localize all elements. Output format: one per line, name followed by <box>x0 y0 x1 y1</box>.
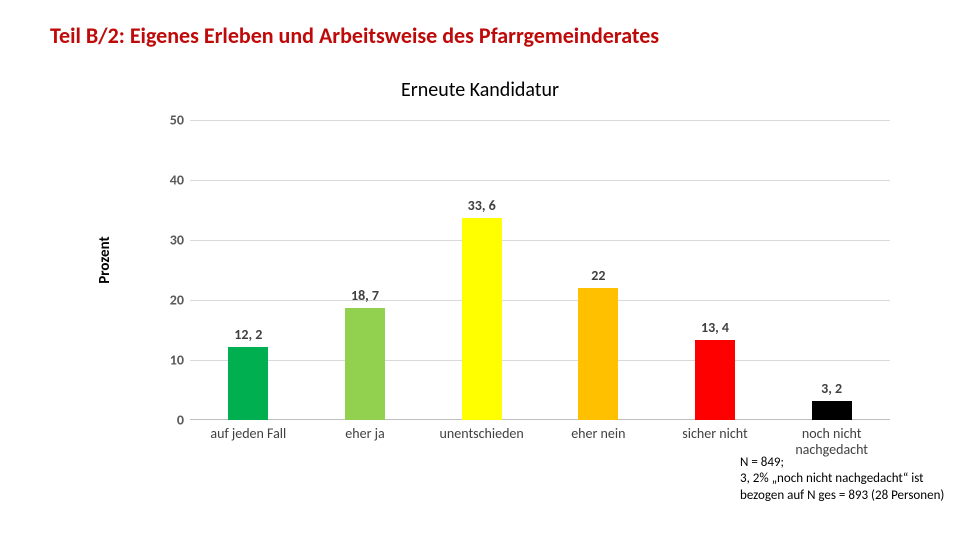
footnote: N = 849;3, 2% „noch nicht nachgedacht“ i… <box>740 455 950 504</box>
bar <box>462 218 502 420</box>
y-tick-label: 30 <box>170 232 184 249</box>
x-category-label: auf jeden Fall <box>183 426 313 442</box>
bar-chart: 0102030405012, 2auf jeden Fall18, 7eher … <box>130 110 910 450</box>
y-tick-label: 10 <box>170 352 184 369</box>
y-tick-label: 50 <box>170 112 184 129</box>
gridline <box>190 300 890 301</box>
bar-value-label: 22 <box>558 267 638 284</box>
x-axis-line <box>190 419 890 420</box>
x-category-label: noch nichtnachgedacht <box>767 426 897 458</box>
bar <box>578 288 618 420</box>
bar-value-label: 18, 7 <box>325 287 405 304</box>
bar <box>812 401 852 420</box>
gridline <box>190 120 890 121</box>
x-category-label: eher nein <box>533 426 663 442</box>
plot-area: 0102030405012, 2auf jeden Fall18, 7eher … <box>190 120 890 420</box>
y-tick-label: 20 <box>170 292 184 309</box>
gridline <box>190 180 890 181</box>
bar-value-label: 12, 2 <box>208 326 288 343</box>
chart-title: Erneute Kandidatur <box>0 78 960 102</box>
gridline <box>190 240 890 241</box>
bar-value-label: 3, 2 <box>792 380 872 397</box>
bar-value-label: 13, 4 <box>675 319 755 336</box>
bar <box>228 347 268 420</box>
x-category-label: unentschieden <box>417 426 547 442</box>
x-category-label: sicher nicht <box>650 426 780 442</box>
y-axis-label: Prozent <box>96 236 114 283</box>
bar-value-label: 33, 6 <box>442 197 522 214</box>
slide-title: Teil B/2: Eigenes Erleben und Arbeitswei… <box>50 22 659 49</box>
bar <box>345 308 385 420</box>
x-category-label: eher ja <box>300 426 430 442</box>
bar <box>695 340 735 420</box>
y-tick-label: 40 <box>170 172 184 189</box>
gridline <box>190 360 890 361</box>
